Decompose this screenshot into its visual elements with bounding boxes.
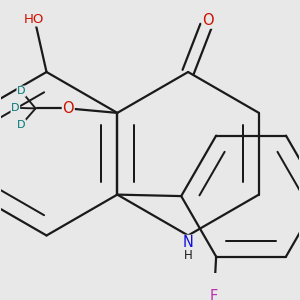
Text: HO: HO <box>24 13 44 26</box>
Text: D: D <box>17 86 26 96</box>
Text: O: O <box>62 101 74 116</box>
Text: H: H <box>184 249 193 262</box>
Text: O: O <box>202 13 214 28</box>
Text: F: F <box>210 289 218 300</box>
Text: D: D <box>11 103 20 113</box>
Text: N: N <box>183 236 194 250</box>
Text: D: D <box>17 120 26 130</box>
